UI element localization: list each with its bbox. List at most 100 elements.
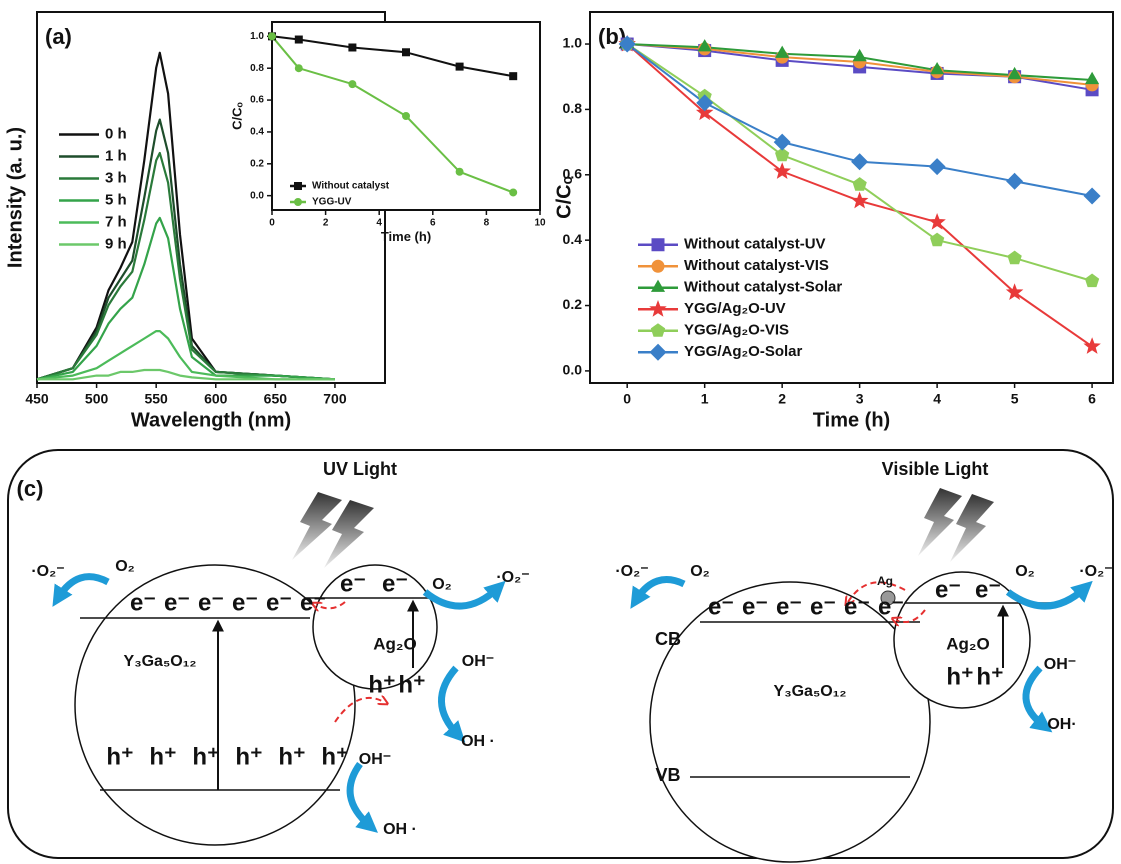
electron: e⁻ xyxy=(266,589,292,616)
y-axis-label: C/Cₒ xyxy=(229,101,244,129)
marker xyxy=(650,323,666,337)
y-tick-label: 1.0 xyxy=(563,35,583,51)
transfer-arrow xyxy=(896,609,926,622)
marker xyxy=(650,279,666,292)
y-tick-label: 0.2 xyxy=(250,158,264,169)
marker xyxy=(651,259,665,273)
marker xyxy=(1083,337,1101,354)
transfer-arrows xyxy=(316,581,926,723)
species: ·O₂⁻ xyxy=(31,563,64,580)
x-tick-label: 3 xyxy=(856,390,864,406)
marker xyxy=(928,212,946,230)
marker xyxy=(509,188,518,197)
chart: 0 2 4 6 8 10 0.0 0.2 0.4 0.6 0.8 1.0 Time (h) C/Cₒ Wit… xyxy=(229,21,546,244)
light-label: UV Light xyxy=(323,459,397,479)
legend-label: 3 h xyxy=(105,169,127,186)
marker xyxy=(1005,283,1024,300)
hole: h⁺ xyxy=(192,743,219,770)
diagram-frame xyxy=(7,449,1114,859)
x-tick-label: 10 xyxy=(534,218,546,229)
x-tick-label: 2 xyxy=(323,218,329,229)
electron: e⁻ xyxy=(776,593,802,620)
marker xyxy=(348,43,357,52)
electron: e⁻ xyxy=(708,593,734,620)
legend-label: YGG/Ag₂O-UV xyxy=(684,300,786,317)
marker xyxy=(1007,66,1022,80)
reaction-arrow xyxy=(1005,580,1093,610)
reaction-arrow xyxy=(438,665,466,743)
host-particle xyxy=(649,581,931,863)
x-tick-label: 600 xyxy=(204,390,228,406)
cocatalyst-particle xyxy=(893,571,1031,709)
marker xyxy=(1006,172,1024,190)
diagram xyxy=(7,449,1114,863)
series-line xyxy=(271,35,514,78)
material-label: Y₃Ga₅O₁₂ xyxy=(774,683,847,700)
marker xyxy=(1083,187,1101,205)
y-tick-label: 0.6 xyxy=(250,95,264,106)
y-tick-label: 0.2 xyxy=(563,296,583,312)
x-tick-label: 700 xyxy=(323,390,347,406)
marker xyxy=(294,198,302,206)
light-bolt xyxy=(950,494,994,562)
hole: h⁺ xyxy=(946,663,973,690)
panel-label: (c) xyxy=(17,476,44,501)
y-tick-label: 0.4 xyxy=(250,127,264,138)
hole: h⁺ xyxy=(278,743,305,770)
legend-label: 5 h xyxy=(105,191,127,208)
x-axis-label: Time (h) xyxy=(381,229,431,244)
x-tick-label: 0 xyxy=(623,390,631,406)
y-tick-label: 0.0 xyxy=(563,362,583,378)
hole: h⁺ xyxy=(368,671,395,698)
light-label: Visible Light xyxy=(882,459,989,479)
marker xyxy=(773,133,791,151)
marker xyxy=(775,45,790,58)
legend-label: Without catalyst-UV xyxy=(684,236,826,253)
species: OH⁻ xyxy=(462,653,494,670)
marker xyxy=(1084,71,1100,85)
cocatalyst-particle xyxy=(312,564,438,690)
x-tick-label: 2 xyxy=(778,390,786,406)
marker xyxy=(294,35,303,44)
marker xyxy=(294,64,303,73)
series-line xyxy=(36,330,335,381)
marker xyxy=(509,72,518,81)
x-tick-label: 550 xyxy=(144,390,168,406)
y-tick-label: 0.0 xyxy=(250,190,264,201)
reaction-arrow xyxy=(630,576,686,609)
marker xyxy=(696,94,714,112)
y-axis-label: C/Cₒ xyxy=(553,176,575,219)
x-tick-label: 6 xyxy=(430,218,436,229)
y-axis-label: Intensity (a. u.) xyxy=(4,127,26,268)
y-tick-label: 0.8 xyxy=(250,63,264,74)
hole: h⁺ xyxy=(149,743,176,770)
marker xyxy=(455,167,464,176)
x-tick-label: 8 xyxy=(484,218,490,229)
electron: e⁻ xyxy=(810,593,836,620)
species: ·O₂⁻ xyxy=(1079,563,1112,580)
marker xyxy=(852,48,867,62)
x-tick-label: 1 xyxy=(701,390,709,406)
y-tick-label: 0.8 xyxy=(563,100,583,116)
x-tick-label: 5 xyxy=(1011,390,1019,406)
marker xyxy=(930,232,945,247)
electron: e⁻ xyxy=(382,570,408,597)
legend-label: YGG-UV xyxy=(312,197,352,208)
reaction-arrow xyxy=(422,580,506,610)
transfer-arrow xyxy=(334,698,384,723)
x-tick-label: 4 xyxy=(933,390,941,406)
material-label: Ag₂O xyxy=(373,634,416,653)
light-bolt xyxy=(918,488,962,556)
marker xyxy=(775,147,790,162)
hole: h⁺ xyxy=(321,743,348,770)
material-label: Y₃Ga₅O₁₂ xyxy=(124,653,197,670)
band-label: VB xyxy=(655,765,680,785)
legend-label: 7 h xyxy=(105,213,127,230)
y-tick-label: 0.4 xyxy=(563,231,583,247)
species: O₂ xyxy=(432,576,452,593)
marker xyxy=(773,162,791,179)
band-label: CB xyxy=(655,629,681,649)
x-tick-label: 650 xyxy=(264,390,288,406)
marker xyxy=(402,112,410,120)
